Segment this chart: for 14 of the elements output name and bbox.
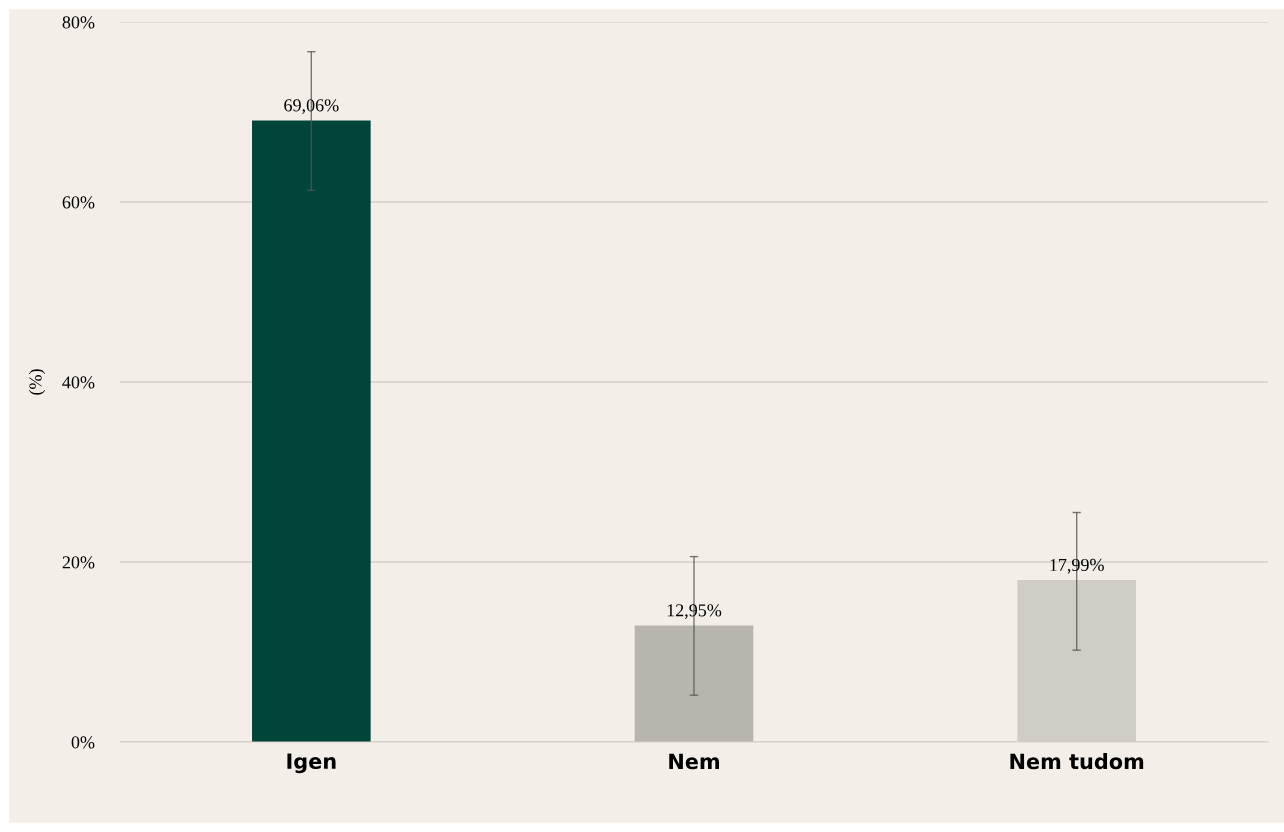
y-tick-label: 80%	[62, 16, 95, 29]
data-label: 12,95%	[667, 604, 722, 619]
x-tick-label: Nem	[669, 753, 719, 770]
data-label: 69,06%	[284, 99, 339, 114]
x-tick-label: Igen	[287, 753, 336, 774]
y-tick-label: 40%	[62, 376, 95, 389]
bar	[252, 120, 371, 742]
y-tick-label: 0%	[71, 736, 95, 749]
y-axis-title: (%)	[28, 369, 46, 395]
x-tick-label: Nem tudom	[1010, 753, 1144, 770]
y-tick-label: 60%	[62, 196, 95, 209]
bar	[634, 625, 754, 742]
y-tick-label: 20%	[62, 556, 95, 569]
data-label: 17,99%	[1050, 558, 1104, 574]
